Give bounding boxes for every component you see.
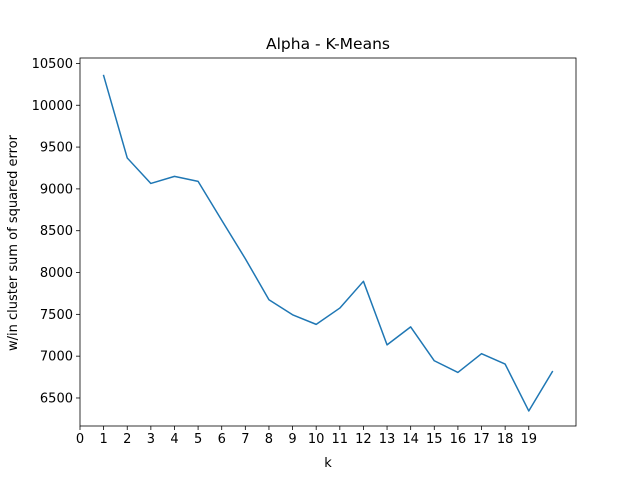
y-tick-label: 8500	[40, 224, 73, 239]
x-tick-label: 3	[147, 432, 155, 447]
y-tick-label: 7500	[40, 308, 73, 323]
x-axis-label: k	[324, 456, 332, 471]
x-tick-label: 9	[288, 432, 296, 447]
x-tick-label: 19	[520, 432, 537, 447]
x-tick-label: 13	[379, 432, 396, 447]
y-axis-label: w/in cluster sum of squared error	[6, 134, 21, 351]
y-tick-label: 10500	[32, 57, 73, 72]
x-tick-label: 11	[332, 432, 349, 447]
x-tick-label: 5	[194, 432, 202, 447]
x-tick-label: 0	[76, 432, 84, 447]
x-tick-label: 12	[355, 432, 372, 447]
y-tick-label: 9500	[40, 141, 73, 156]
y-tick-label: 9000	[40, 182, 73, 197]
y-tick-label: 6500	[40, 391, 73, 406]
y-tick-label: 7000	[40, 350, 73, 365]
x-tick-label: 1	[99, 432, 107, 447]
x-tick-label: 4	[170, 432, 178, 447]
x-tick-label: 15	[426, 432, 443, 447]
x-tick-label: 16	[450, 432, 467, 447]
axes-frame	[79, 57, 577, 427]
x-tick-label: 10	[308, 432, 325, 447]
series-line-0	[102, 74, 554, 412]
y-tick-label: 8000	[40, 266, 73, 281]
x-tick-label: 18	[497, 432, 514, 447]
x-tick-label: 2	[123, 432, 131, 447]
y-tick-label: 10000	[32, 99, 73, 114]
x-tick-label: 6	[218, 432, 226, 447]
x-tick-label: 14	[402, 432, 419, 447]
x-tick-label: 8	[265, 432, 273, 447]
chart-title: Alpha - K-Means	[266, 35, 390, 53]
x-tick-label: 17	[473, 432, 490, 447]
plot-area: 0 1 2 3 4 5 6 7 8 9 10 11 12 13 14 15 16 17 18 196500700075…	[32, 57, 577, 447]
x-tick-label: 7	[241, 432, 249, 447]
